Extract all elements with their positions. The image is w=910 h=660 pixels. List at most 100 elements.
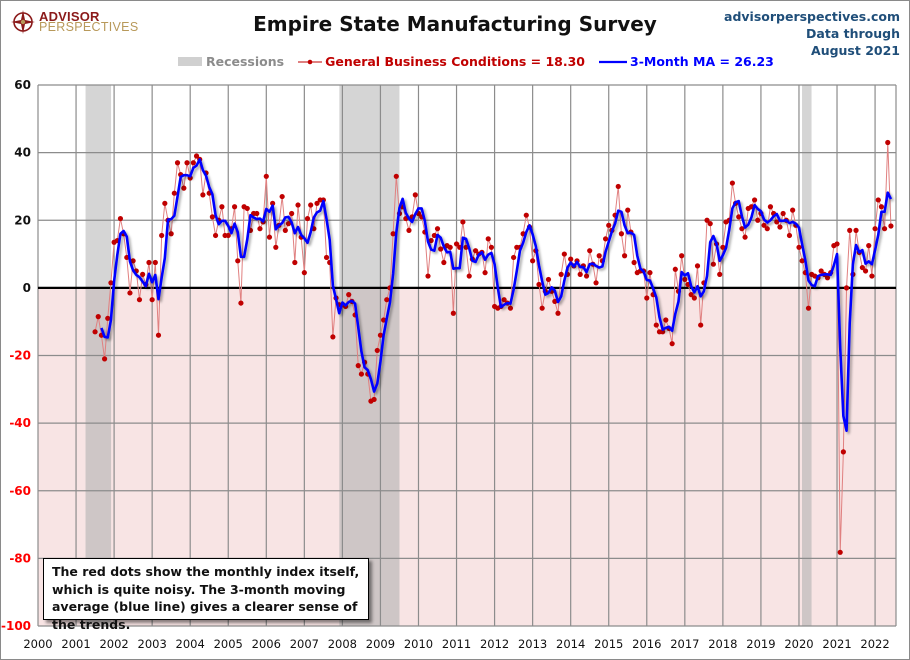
legend-gbc-label: General Business Conditions = 18.30 xyxy=(325,54,585,69)
gbc-point xyxy=(162,200,168,206)
gbc-point xyxy=(235,258,241,264)
gbc-point xyxy=(238,300,244,306)
x-tick-label: 2013 xyxy=(518,637,547,651)
gbc-point xyxy=(273,244,279,250)
x-tick-label: 2011 xyxy=(442,637,471,651)
x-tick-label: 2007 xyxy=(290,637,319,651)
gbc-point xyxy=(146,259,152,266)
gbc-point xyxy=(254,210,260,217)
gbc-point xyxy=(285,221,292,227)
gbc-point xyxy=(767,204,774,210)
gbc-point xyxy=(799,258,805,264)
gbc-point xyxy=(751,197,758,203)
gbc-point xyxy=(790,207,796,213)
gbc-point xyxy=(314,200,320,206)
gbc-point xyxy=(596,253,602,259)
x-tick-label: 2016 xyxy=(632,637,661,651)
gbc-point xyxy=(438,246,444,252)
gbc-point xyxy=(225,232,231,239)
gbc-point xyxy=(466,273,472,279)
legend-ma-label: 3-Month MA = 26.23 xyxy=(630,54,774,69)
source-url: advisorperspectives.com xyxy=(724,9,900,24)
gbc-point xyxy=(266,234,273,240)
gbc-point xyxy=(720,244,726,250)
gbc-point xyxy=(171,190,177,196)
gbc-point xyxy=(279,193,285,200)
gbc-point xyxy=(866,243,872,249)
gbc-point xyxy=(289,210,295,217)
data-through-label: Data through xyxy=(806,26,900,41)
gbc-point xyxy=(155,332,162,338)
gbc-point xyxy=(501,297,507,303)
ma-line xyxy=(100,158,893,432)
gbc-point xyxy=(295,202,301,208)
gbc-point xyxy=(663,317,669,323)
legend: Recessions General Business Conditions =… xyxy=(178,54,788,69)
x-tick-label: 2010 xyxy=(404,637,433,651)
gbc-point xyxy=(704,217,710,223)
gbc-point xyxy=(577,271,583,277)
gbc-point xyxy=(358,371,365,377)
gbc-point xyxy=(412,192,418,198)
gbc-point xyxy=(425,273,431,279)
gbc-point xyxy=(834,241,840,247)
gbc-point xyxy=(736,214,742,220)
gbc-point xyxy=(568,256,574,262)
x-tick-label: 2015 xyxy=(594,637,623,651)
logo-bottom-text: PERSPECTIVES xyxy=(39,20,139,34)
blue-line-swatch xyxy=(599,60,627,63)
y-tick-label: -60 xyxy=(9,484,31,498)
gbc-point xyxy=(168,231,174,237)
data-through-date: August 2021 xyxy=(811,43,900,58)
legend-recessions-label: Recessions xyxy=(206,54,285,69)
gbc-point xyxy=(615,183,621,190)
x-tick-label: 2009 xyxy=(366,637,395,651)
gbc-point xyxy=(859,264,865,271)
annotation-note: The red dots show the monthly index itse… xyxy=(43,558,369,632)
gbc-point xyxy=(282,227,288,233)
gbc-point xyxy=(441,259,447,266)
compass-logo-icon xyxy=(11,10,35,34)
gbc-point xyxy=(511,254,517,261)
gbc-point xyxy=(149,297,155,303)
recession-swatch xyxy=(178,57,202,66)
gbc-point xyxy=(330,334,336,340)
gbc-point xyxy=(606,222,612,228)
gbc-point xyxy=(184,160,190,166)
gbc-point xyxy=(374,347,380,354)
gbc-point xyxy=(875,197,881,203)
gbc-point xyxy=(482,270,488,276)
gbc-point xyxy=(301,270,307,276)
gbc-point xyxy=(530,258,536,264)
gbc-point xyxy=(881,226,888,232)
y-tick-label: -20 xyxy=(9,349,31,363)
gbc-point xyxy=(558,271,564,277)
y-tick-label: -100 xyxy=(1,619,31,633)
gbc-point xyxy=(371,396,377,403)
gbc-point xyxy=(818,268,824,274)
gbc-point xyxy=(450,310,456,316)
gbc-point xyxy=(885,139,891,146)
gbc-point xyxy=(853,227,859,233)
gbc-point xyxy=(621,253,628,259)
x-tick-label: 2012 xyxy=(480,637,509,651)
gbc-point xyxy=(92,329,98,335)
gbc-point xyxy=(631,259,637,266)
x-tick-label: 2021 xyxy=(822,637,851,651)
gbc-point xyxy=(862,268,869,274)
source-block: advisorperspectives.com Data through Aug… xyxy=(724,8,900,59)
x-tick-label: 2017 xyxy=(670,637,699,651)
gbc-point xyxy=(872,226,878,232)
gbc-point xyxy=(127,290,133,296)
x-tick-label: 2000 xyxy=(23,637,52,651)
gbc-point xyxy=(777,224,783,230)
gbc-point xyxy=(193,153,200,159)
x-tick-label: 2008 xyxy=(328,637,357,651)
gbc-point xyxy=(507,305,514,311)
x-tick-label: 2018 xyxy=(708,637,737,651)
gbc-point xyxy=(393,173,399,179)
gbc-point xyxy=(200,192,206,198)
gbc-point xyxy=(698,322,704,328)
logo-top-text: ADVISOR xyxy=(39,9,100,24)
chart-title: Empire State Manufacturing Survey xyxy=(253,12,657,36)
